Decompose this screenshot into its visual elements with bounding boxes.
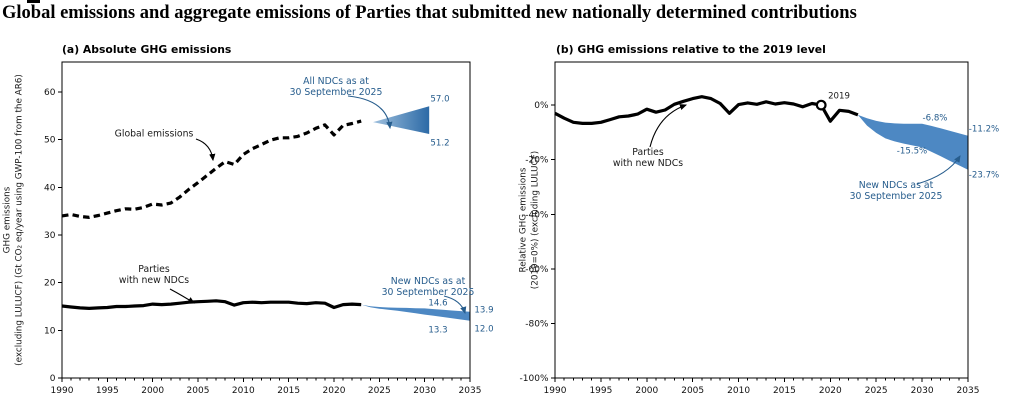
y-tick-label: 40 bbox=[44, 183, 56, 193]
new-ndcs-b-arrow bbox=[916, 155, 961, 185]
panel-a-plot: 1990 1995 2000 2005 2010 2015 2020 2025 2030 2035… bbox=[44, 61, 482, 396]
new-ndcs-annotation-a-line2: 30 September 2025 bbox=[381, 287, 475, 298]
axes-frame bbox=[554, 61, 969, 379]
marker-2019-label: 2019 bbox=[828, 91, 850, 102]
y-tick-label: 50 bbox=[44, 136, 56, 146]
new-ndcs-annotation-a-line1: New NDCs as at bbox=[390, 276, 466, 287]
new-ndcs-annotation-b-line1: New NDCs as at bbox=[858, 180, 934, 191]
projection-band-a bbox=[361, 304, 470, 321]
parties-annotation-a-line1: Parties bbox=[138, 264, 170, 275]
x-tick-label: 2015 bbox=[277, 386, 300, 396]
x-tick-label: 2005 bbox=[681, 386, 704, 396]
global-emissions-annotation: Global emissions bbox=[114, 128, 194, 140]
y-tick-label: 60 bbox=[44, 88, 56, 98]
parties-annotation-a-line2: with new NDCs bbox=[118, 275, 190, 286]
y-tick-label: -80% bbox=[525, 319, 549, 329]
x-tick-label: 1990 bbox=[544, 386, 567, 396]
marker-2019 bbox=[815, 99, 827, 111]
x-tick-label: 2020 bbox=[323, 386, 346, 396]
x-tick-label: 1995 bbox=[96, 386, 119, 396]
all-ndcs-annotation-line2: 30 September 2025 bbox=[289, 87, 383, 98]
all-ndcs-annotation-line1: All NDCs as at bbox=[303, 76, 369, 87]
x-tick-label: 2030 bbox=[911, 386, 934, 396]
y-tick-label: 10 bbox=[44, 326, 56, 336]
band-b-top-2030-value: -6.8% bbox=[922, 113, 948, 124]
y-tick-label: 0% bbox=[534, 101, 549, 111]
x-tick-label: 2010 bbox=[232, 386, 255, 396]
panel-a-title: (a) Absolute GHG emissions bbox=[62, 43, 232, 56]
x-tick-label: 2010 bbox=[727, 386, 750, 396]
x-tick-label: 2005 bbox=[187, 386, 210, 396]
y-tick-label: 30 bbox=[44, 231, 56, 241]
band-a-top-2035-value: 13.9 bbox=[474, 305, 494, 316]
panel-b-y-axis-label: Relative GHG emissions (2019=0%) (exclud… bbox=[519, 151, 542, 289]
panel-b-plot: 1990 1995 2000 2005 2010 2015 2020 2025 2030 2035… bbox=[520, 61, 980, 396]
wedge-top-value: 57.0 bbox=[430, 94, 450, 105]
parties-a-arrow bbox=[169, 288, 195, 304]
x-tick-label: 2015 bbox=[773, 386, 796, 396]
x-tick-label: 2030 bbox=[413, 386, 436, 396]
all-ndcs-arrow bbox=[347, 95, 393, 130]
parties-annotation-a: Parties with new NDCs bbox=[119, 264, 189, 286]
y-tick-label: -20% bbox=[525, 156, 549, 166]
x-tick-label: 2000 bbox=[635, 386, 658, 396]
new-ndcs-a-arrow bbox=[443, 295, 467, 315]
wedge-bottom-value: 51.2 bbox=[430, 138, 450, 149]
panel-b-title: (b) GHG emissions relative to the 2019 l… bbox=[556, 43, 826, 56]
projection-band-b bbox=[857, 114, 968, 170]
series-line bbox=[61, 299, 362, 310]
panel-a-y-axis-label-line1: GHG emissions bbox=[2, 186, 13, 254]
all-ndcs-wedge bbox=[373, 106, 430, 134]
band-a-bottom-2035-value: 12.0 bbox=[474, 324, 494, 335]
new-ndcs-annotation-a: New NDCs as at 30 September 2025 bbox=[382, 276, 475, 298]
parties-annotation-b: Parties with new NDCs bbox=[613, 147, 683, 169]
band-b-top-2035-value: -11.2% bbox=[968, 124, 1000, 135]
y-tick-label: -40% bbox=[525, 210, 549, 220]
x-tick-label: 2020 bbox=[819, 386, 842, 396]
x-tick-label: 1995 bbox=[589, 386, 612, 396]
y-tick-label: -100% bbox=[520, 374, 549, 384]
x-tick-label: 2025 bbox=[368, 386, 391, 396]
axes-frame bbox=[61, 61, 471, 379]
y-tick-label: 20 bbox=[44, 279, 56, 289]
band-b-bottom-2035-value: -23.7% bbox=[968, 170, 1000, 181]
cropped-text-artifact bbox=[27, 0, 40, 3]
panel-a-y-axis-label-line2: (excluding LULUCF) (Gt CO₂ eq/year using… bbox=[14, 74, 24, 366]
band-a-bottom-2030-value: 13.3 bbox=[428, 325, 448, 336]
parties-annotation-b-line2: with new NDCs bbox=[612, 158, 684, 169]
new-ndcs-annotation-b: New NDCs as at 30 September 2025 bbox=[850, 180, 943, 202]
panel-a-y-axis-label: GHG emissions (excluding LULUCF) (Gt CO₂… bbox=[3, 74, 26, 366]
all-ndcs-annotation: All NDCs as at 30 September 2025 bbox=[290, 76, 383, 98]
y-tick-label: 0 bbox=[50, 374, 56, 384]
global-emissions-arrow bbox=[195, 138, 216, 162]
x-tick-label: 2000 bbox=[141, 386, 164, 396]
band-a-top-2030-value: 14.6 bbox=[428, 298, 448, 309]
x-tick-label: 2035 bbox=[459, 386, 482, 396]
y-tick-label: -60% bbox=[525, 265, 549, 275]
panel-b-y-axis-label-line2: (2019=0%) (excluding LULUCF) bbox=[530, 150, 540, 290]
x-tick-label: 2025 bbox=[865, 386, 888, 396]
series-line bbox=[61, 119, 362, 219]
parties-b-arrow bbox=[649, 104, 688, 148]
band-b-bottom-2030-value: -15.5% bbox=[896, 146, 928, 157]
parties-annotation-b-line1: Parties bbox=[632, 147, 664, 158]
x-tick-label: 1990 bbox=[51, 386, 74, 396]
new-ndcs-annotation-b-line2: 30 September 2025 bbox=[849, 191, 943, 202]
panel-b-y-axis-label-line1: Relative GHG emissions bbox=[518, 167, 529, 273]
x-tick-label: 2035 bbox=[957, 386, 980, 396]
series-line bbox=[554, 95, 859, 125]
figure-title: Global emissions and aggregate emissions… bbox=[2, 3, 857, 23]
